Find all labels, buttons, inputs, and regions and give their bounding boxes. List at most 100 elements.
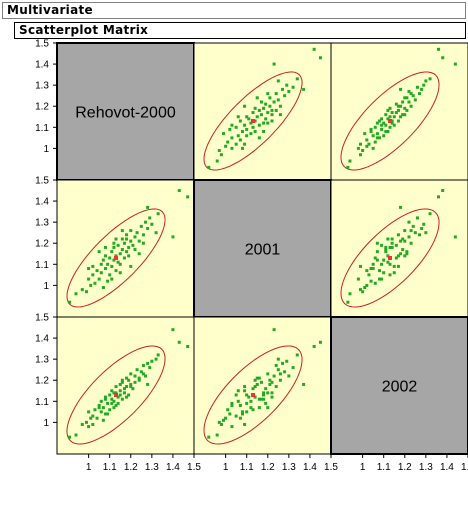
data-point xyxy=(390,245,394,249)
data-point xyxy=(253,119,257,123)
centroid-marker xyxy=(388,118,393,123)
data-point xyxy=(348,159,352,163)
data-point xyxy=(133,374,137,378)
section-title[interactable]: Scatterplot Matrix xyxy=(14,22,466,39)
data-point xyxy=(253,385,257,389)
data-point xyxy=(139,224,143,228)
data-point xyxy=(399,115,403,119)
data-point xyxy=(367,273,371,277)
data-point xyxy=(257,108,261,112)
data-point xyxy=(418,92,422,96)
data-point xyxy=(219,153,223,157)
data-point xyxy=(108,256,112,260)
y-tick-label: 1.2 xyxy=(35,239,49,250)
data-point xyxy=(215,433,219,437)
data-point xyxy=(103,412,107,416)
data-point xyxy=(249,399,253,403)
x-tick-label: 1.1 xyxy=(103,462,117,473)
data-point xyxy=(441,56,445,60)
data-point xyxy=(407,100,411,104)
data-point xyxy=(388,245,392,249)
data-point xyxy=(112,241,116,245)
data-point xyxy=(122,241,126,245)
data-point xyxy=(230,425,234,429)
data-point xyxy=(428,77,432,81)
data-point xyxy=(87,277,91,281)
centroid-marker xyxy=(114,392,119,397)
data-point xyxy=(144,374,148,378)
data-point xyxy=(388,273,392,277)
data-point xyxy=(133,380,137,384)
data-point xyxy=(87,410,91,414)
variable-label: Rehovot-2000 xyxy=(75,105,176,122)
x-tick-label: 1.4 xyxy=(440,462,454,473)
y-tick-label: 1.3 xyxy=(35,218,49,229)
data-point xyxy=(405,252,409,256)
data-point xyxy=(101,285,105,289)
data-point xyxy=(249,132,253,136)
data-point xyxy=(97,277,101,281)
data-point xyxy=(403,254,407,258)
data-point xyxy=(103,395,107,399)
data-point xyxy=(129,264,133,268)
x-tick-label: 1 xyxy=(223,462,229,473)
data-point xyxy=(112,245,116,249)
data-point xyxy=(371,134,375,138)
data-point xyxy=(262,393,266,397)
data-point xyxy=(392,264,396,268)
data-point xyxy=(399,252,403,256)
data-point xyxy=(388,125,392,129)
data-point xyxy=(380,277,384,281)
data-point xyxy=(396,264,400,268)
data-point xyxy=(390,111,394,115)
data-point xyxy=(125,233,129,237)
data-point xyxy=(108,393,112,397)
data-point xyxy=(139,370,143,374)
data-point xyxy=(257,376,261,380)
data-point xyxy=(396,108,400,112)
scatter-panel-1-0 xyxy=(56,179,195,318)
data-point xyxy=(276,368,280,372)
data-point xyxy=(106,401,110,405)
data-point xyxy=(407,220,411,224)
data-point xyxy=(127,245,131,249)
data-point xyxy=(129,372,133,376)
data-point xyxy=(401,100,405,104)
density-ellipse xyxy=(340,71,440,171)
y-tick-label: 1 xyxy=(43,144,49,155)
data-point xyxy=(114,385,118,389)
outline-title[interactable]: Multivariate xyxy=(2,2,466,19)
data-point xyxy=(382,121,386,125)
data-point xyxy=(122,256,126,260)
data-point xyxy=(116,401,120,405)
data-point xyxy=(392,123,396,127)
data-point xyxy=(118,262,122,266)
data-point xyxy=(74,292,78,296)
data-point xyxy=(268,96,272,100)
data-point xyxy=(156,353,160,357)
data-point xyxy=(386,254,390,258)
data-point xyxy=(266,391,270,395)
data-point xyxy=(359,142,363,146)
data-point xyxy=(359,288,363,292)
data-point xyxy=(234,393,238,397)
data-point xyxy=(403,113,407,117)
data-point xyxy=(264,401,268,405)
data-point xyxy=(97,406,101,410)
data-point xyxy=(137,376,141,380)
data-point xyxy=(403,239,407,243)
data-point xyxy=(262,106,266,110)
data-point xyxy=(87,425,91,429)
data-point xyxy=(236,389,240,393)
data-point xyxy=(120,380,124,384)
data-point xyxy=(91,273,95,277)
data-point xyxy=(240,146,244,150)
data-point xyxy=(278,378,282,382)
data-point xyxy=(236,399,240,403)
data-point xyxy=(106,262,110,266)
x-tick-label: 1.2 xyxy=(398,462,412,473)
scatter-panel-2-1 xyxy=(193,316,332,455)
data-point xyxy=(247,395,251,399)
data-point xyxy=(382,258,386,262)
